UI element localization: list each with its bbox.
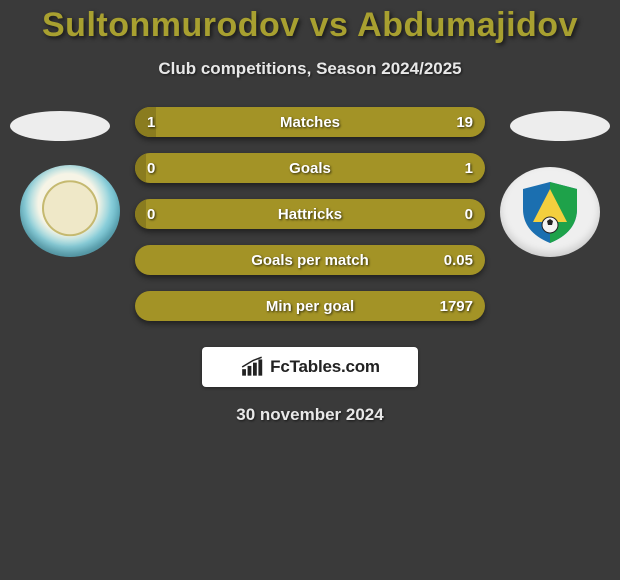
subtitle: Club competitions, Season 2024/2025 [0,59,620,79]
stat-left-value: 1 [135,114,189,131]
player-right-oval [510,111,610,141]
stat-rows: 1 Matches 19 0 Goals 1 0 Hattricks 0 Goa… [135,107,485,321]
stat-left-value: 0 [135,160,189,177]
stat-label: Goals [189,160,431,177]
stat-row: 1 Matches 19 [135,107,485,137]
stat-row: 0 Goals 1 [135,153,485,183]
stat-right-value: 19 [431,114,485,131]
club-logo-right [500,167,600,257]
club-logo-left: FC NASAF [20,165,120,257]
club-logo-left-label: FC NASAF [52,222,87,229]
shield-icon [515,177,585,247]
stat-row: Min per goal 1797 [135,291,485,321]
stat-label: Goals per match [189,252,431,269]
stat-row: 0 Hattricks 0 [135,199,485,229]
stat-row: Goals per match 0.05 [135,245,485,275]
stat-right-value: 1797 [431,298,485,315]
page-title: Sultonmurodov vs Abdumajidov [0,0,620,45]
brand-text: FcTables.com [270,357,380,377]
stat-label: Min per goal [189,298,431,315]
stat-left-value: 0 [135,206,189,223]
stat-label: Hattricks [189,206,431,223]
stat-right-value: 1 [431,160,485,177]
stat-right-value: 0 [431,206,485,223]
brand-badge: FcTables.com [202,347,418,387]
date-text: 30 november 2024 [0,405,620,425]
comparison-area: FC NASAF 1 Matches 19 0 Goals 1 0 Hattri… [0,107,620,425]
player-left-oval [10,111,110,141]
stat-right-value: 0.05 [431,252,485,269]
chart-icon [240,356,266,378]
stat-label: Matches [189,114,431,131]
